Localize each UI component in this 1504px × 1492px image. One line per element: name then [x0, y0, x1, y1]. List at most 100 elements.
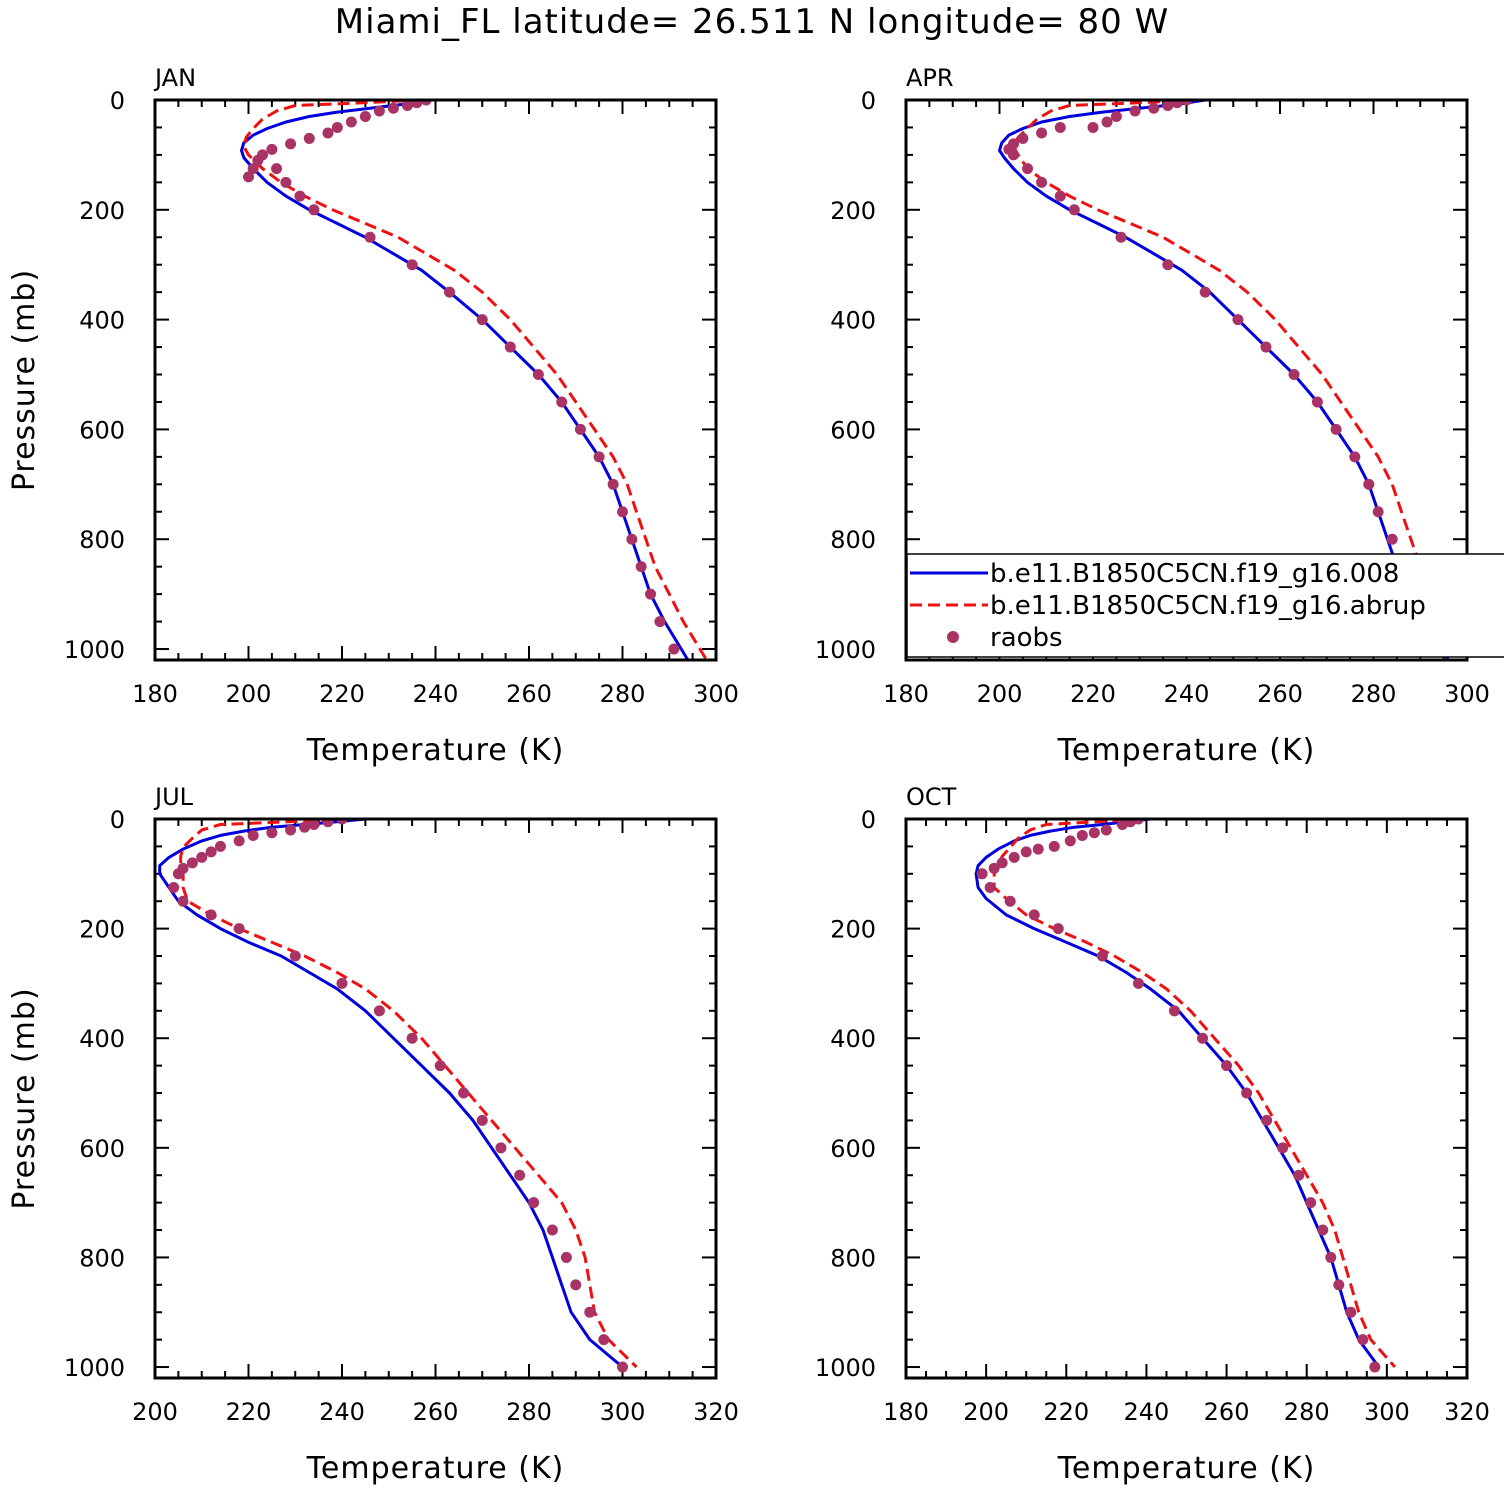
raobs-point: [406, 259, 418, 271]
y-tick-label: 800: [830, 526, 876, 554]
legend-label: b.e11.B1850C5CN.f19_g16.008: [990, 559, 1399, 589]
plot-frame: [153, 817, 718, 1380]
raobs-point: [168, 882, 180, 894]
y-tick-label: 200: [830, 197, 876, 225]
raobs-point: [976, 868, 988, 880]
raobs-point: [626, 533, 638, 545]
raobs-point: [1357, 1334, 1369, 1346]
y-tick-label: 1000: [64, 636, 125, 664]
raobs-point: [172, 868, 184, 880]
raobs-point: [1199, 286, 1211, 298]
raobs-point: [1330, 423, 1342, 435]
x-tick-label: 220: [319, 680, 365, 708]
raobs-point: [1386, 533, 1398, 545]
raobs-point: [1054, 121, 1066, 133]
x-tick-label: 220: [226, 1398, 272, 1426]
raobs-point: [556, 396, 568, 408]
raobs-point: [1333, 1279, 1345, 1291]
panel-title: APR: [906, 64, 954, 92]
y-tick-label: 1000: [815, 1354, 876, 1382]
raobs-point: [1028, 909, 1040, 921]
raobs-point: [205, 909, 217, 921]
raobs-point: [373, 1005, 385, 1017]
raobs-point: [285, 138, 297, 150]
series-line-abrup: [179, 819, 638, 1369]
x-tick-label: 300: [1444, 680, 1490, 708]
raobs-point: [1004, 895, 1016, 907]
raobs-point: [322, 127, 334, 139]
x-tick-label: 300: [1364, 1398, 1410, 1426]
raobs-point: [1317, 1224, 1329, 1236]
raobs-point: [1022, 163, 1034, 175]
x-tick-label: 220: [1043, 1398, 1089, 1426]
raobs-point: [1261, 1114, 1273, 1126]
raobs-point: [1068, 204, 1080, 216]
raobs-point: [574, 423, 586, 435]
raobs-point: [617, 1361, 628, 1373]
series-line-008: [974, 819, 1381, 1368]
x-tick-label: 240: [413, 680, 459, 708]
raobs-point: [1221, 1060, 1233, 1072]
plot-area: [974, 819, 1397, 1373]
y-tick-label: 400: [79, 307, 125, 335]
raobs-point: [247, 163, 259, 175]
raobs-point: [205, 846, 217, 858]
panel-jan: JAN 180 200 220 240 260 280 300 0 200 400 600 800 100…: [7, 64, 739, 768]
raobs-point: [1008, 149, 1020, 161]
raobs-point: [1305, 1197, 1317, 1209]
raobs-point: [984, 882, 996, 894]
raobs-point: [654, 616, 666, 628]
y-tick-label: 600: [79, 416, 125, 444]
tick-marks: [154, 818, 717, 1378]
plot-frame: [904, 817, 1469, 1380]
panel-title: OCT: [906, 783, 957, 811]
y-tick-label: 0: [861, 87, 876, 115]
raobs-point: [303, 132, 315, 144]
raobs-point: [214, 840, 226, 852]
y-tick-label: 0: [110, 806, 125, 834]
raobs-point: [528, 1197, 540, 1209]
raobs-point: [373, 105, 385, 117]
raobs-point: [996, 857, 1008, 869]
raobs-point: [1096, 950, 1108, 962]
raobs-point: [532, 369, 544, 381]
raobs-point: [1088, 827, 1100, 839]
raobs-point: [1129, 105, 1141, 117]
raobs-point: [406, 1032, 418, 1044]
raobs-point: [607, 478, 619, 490]
x-axis-label: Temperature (K): [1057, 1451, 1316, 1486]
x-tick-label: 280: [506, 1398, 552, 1426]
raobs-point: [289, 950, 301, 962]
y-tick-label: 200: [830, 916, 876, 944]
raobs-point: [1008, 851, 1020, 863]
raobs-point: [1345, 1306, 1357, 1318]
raobs-point: [308, 819, 320, 830]
tick-marks: [154, 99, 717, 660]
y-tick-label: 200: [79, 916, 125, 944]
x-axis-label: Temperature (K): [306, 1451, 565, 1486]
series-raobs: [976, 819, 1381, 1373]
raobs-point: [598, 1334, 610, 1346]
raobs-point: [271, 163, 283, 175]
raobs-point: [1087, 121, 1099, 133]
legend-background: [907, 554, 1504, 657]
raobs-point: [1162, 259, 1174, 271]
raobs-point: [243, 171, 254, 183]
x-tick-label: 320: [693, 1398, 739, 1426]
raobs-point: [1369, 1361, 1381, 1373]
x-tick-label: 240: [1124, 1398, 1170, 1426]
raobs-point: [1100, 824, 1112, 836]
y-axis-label: Pressure (mb): [7, 987, 42, 1209]
panel-title: JUL: [153, 783, 194, 811]
figure-title: Miami_FL latitude= 26.511 N longitude= 8…: [335, 2, 1169, 42]
y-tick-label: 600: [830, 1135, 876, 1163]
x-tick-label: 220: [1070, 680, 1116, 708]
y-tick-label: 600: [79, 1135, 125, 1163]
x-tick-label: 260: [413, 1398, 459, 1426]
panels: JAN 180 200 220 240 260 280 300 0 200 400 600 800 100…: [7, 64, 1490, 1486]
raobs-point: [299, 821, 311, 833]
y-tick-label: 800: [79, 526, 125, 554]
x-tick-label: 320: [1444, 1398, 1490, 1426]
x-tick-label: 260: [1257, 680, 1303, 708]
